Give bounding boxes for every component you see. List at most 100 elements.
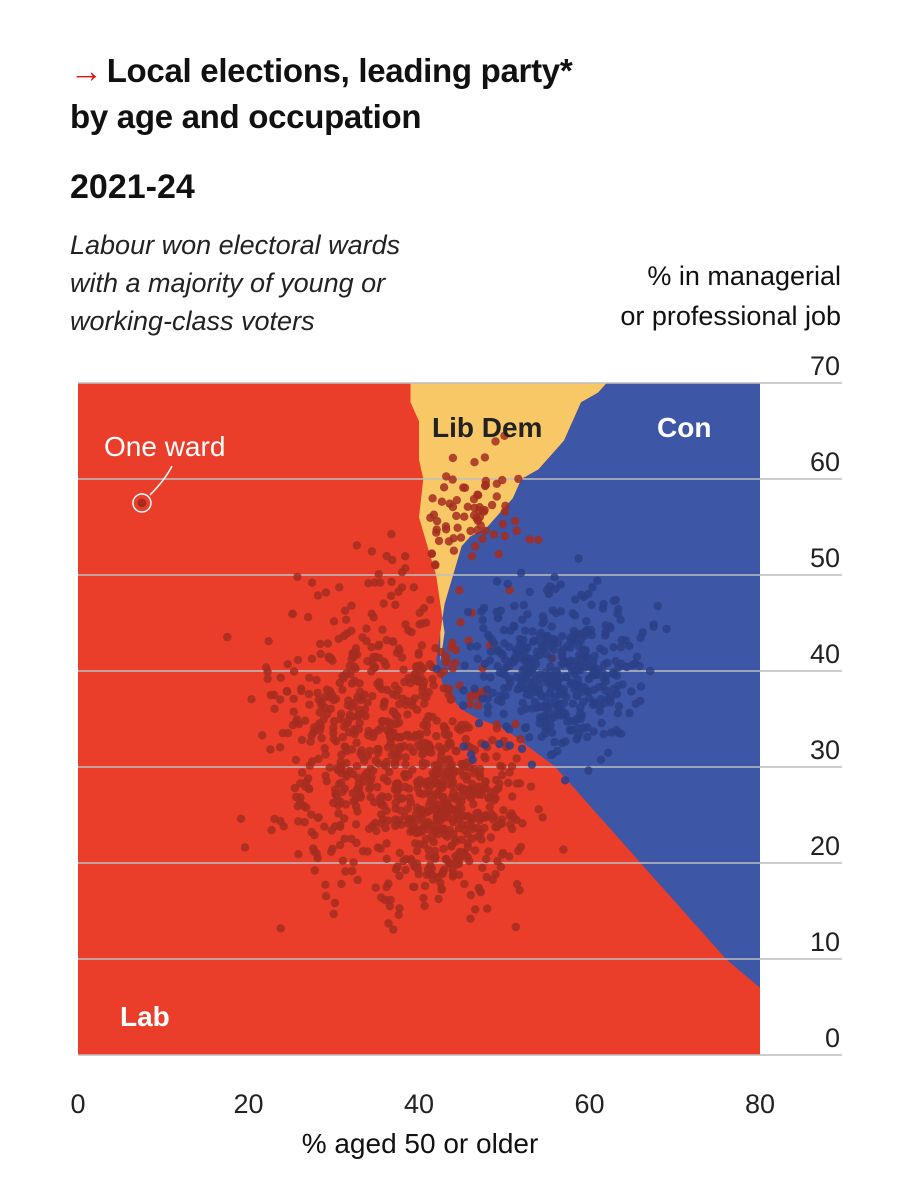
ward-dot <box>449 546 459 555</box>
ward-dot <box>378 625 387 634</box>
x-tick-label: 0 <box>70 1089 85 1119</box>
ward-dot <box>432 516 442 526</box>
ward-dot <box>431 561 440 570</box>
ward-dot <box>351 664 360 673</box>
ward-dot <box>340 834 349 843</box>
ward-dot <box>382 636 391 645</box>
ward-dot <box>583 732 592 742</box>
ward-dot <box>479 672 489 681</box>
ward-dot <box>307 731 316 740</box>
ward-dot <box>401 760 410 769</box>
ward-dot <box>354 711 363 720</box>
ward-dot <box>507 762 517 771</box>
ward-dot <box>515 779 525 788</box>
ward-dot <box>401 753 410 762</box>
ward-dot <box>470 503 479 512</box>
ward-dot <box>510 601 519 611</box>
ward-dot <box>466 785 475 794</box>
ward-dot <box>528 668 538 678</box>
y-axis-label-line-2: or professional job <box>620 301 841 331</box>
ward-dot <box>500 431 509 440</box>
ward-dot <box>266 745 275 754</box>
ward-dot <box>340 814 349 823</box>
ward-dot <box>614 604 623 614</box>
ward-dot <box>347 712 357 721</box>
ward-dot <box>419 893 428 903</box>
ward-dot <box>483 685 492 694</box>
ward-dot <box>290 783 299 793</box>
ward-dot <box>401 552 410 561</box>
ward-dot <box>478 615 487 625</box>
ward-dot <box>399 742 408 751</box>
ward-dot <box>473 654 482 663</box>
ward-dot <box>582 686 592 695</box>
ward-dot <box>646 666 655 676</box>
ward-dot <box>453 523 462 532</box>
ward-dot <box>289 707 298 716</box>
ward-dot <box>550 573 559 582</box>
ward-dot <box>447 694 456 704</box>
ward-dot <box>466 914 475 923</box>
ward-dot <box>314 695 324 704</box>
ward-dot <box>614 663 623 672</box>
ward-dot <box>463 502 472 511</box>
ward-dot <box>497 770 507 780</box>
ward-dot <box>396 794 405 804</box>
ward-dot <box>480 453 490 462</box>
ward-dot <box>547 684 556 693</box>
ward-dot <box>454 824 464 833</box>
ward-dot <box>517 706 526 716</box>
ward-dot <box>302 803 311 812</box>
ward-dot <box>336 709 346 718</box>
ward-dot <box>485 632 494 642</box>
ward-dot <box>414 740 423 749</box>
ward-dot <box>459 686 468 695</box>
ward-dot <box>297 768 307 777</box>
ward-dot <box>484 847 493 856</box>
ward-dot <box>489 530 499 539</box>
ward-dot <box>500 684 509 693</box>
ward-dot <box>385 718 394 727</box>
ward-dot <box>460 879 469 889</box>
one-ward-label: One ward <box>104 431 225 462</box>
ward-dot <box>417 805 426 815</box>
ward-dot <box>467 691 476 700</box>
ward-dot <box>545 707 554 716</box>
ward-dot <box>461 720 470 730</box>
ward-dot <box>394 587 403 596</box>
ward-dot <box>329 909 338 919</box>
ward-dot <box>420 901 429 911</box>
ward-dot <box>347 601 356 610</box>
ward-dot <box>276 673 285 682</box>
ward-dot <box>636 633 645 643</box>
ward-dot <box>495 779 504 788</box>
ward-dot <box>429 837 438 847</box>
caption-line-3: working-class voters <box>70 306 315 336</box>
ward-dot <box>470 684 479 693</box>
ward-dot <box>599 599 608 609</box>
ward-dot <box>488 736 497 745</box>
ward-dot <box>283 728 293 738</box>
ward-dot <box>540 729 550 738</box>
ward-dot <box>566 633 575 643</box>
ward-dot <box>313 591 323 600</box>
ward-dot <box>362 768 372 778</box>
ward-dot <box>474 701 483 710</box>
ward-dot <box>463 607 473 617</box>
ward-dot <box>367 547 377 556</box>
ward-dot <box>348 866 357 876</box>
ward-dot <box>327 847 336 856</box>
ward-dot <box>393 862 402 871</box>
ward-dot <box>337 764 346 773</box>
ward-dot <box>457 835 466 844</box>
ward-dot <box>375 679 384 688</box>
ward-dot <box>483 904 492 913</box>
ward-dot <box>593 576 602 585</box>
ward-dot <box>522 654 532 663</box>
ward-dot <box>649 620 658 629</box>
ward-dot <box>431 644 440 653</box>
ward-dot <box>382 551 391 561</box>
ward-dot <box>444 537 454 546</box>
ward-dot <box>419 603 429 613</box>
ward-dot <box>294 850 303 859</box>
